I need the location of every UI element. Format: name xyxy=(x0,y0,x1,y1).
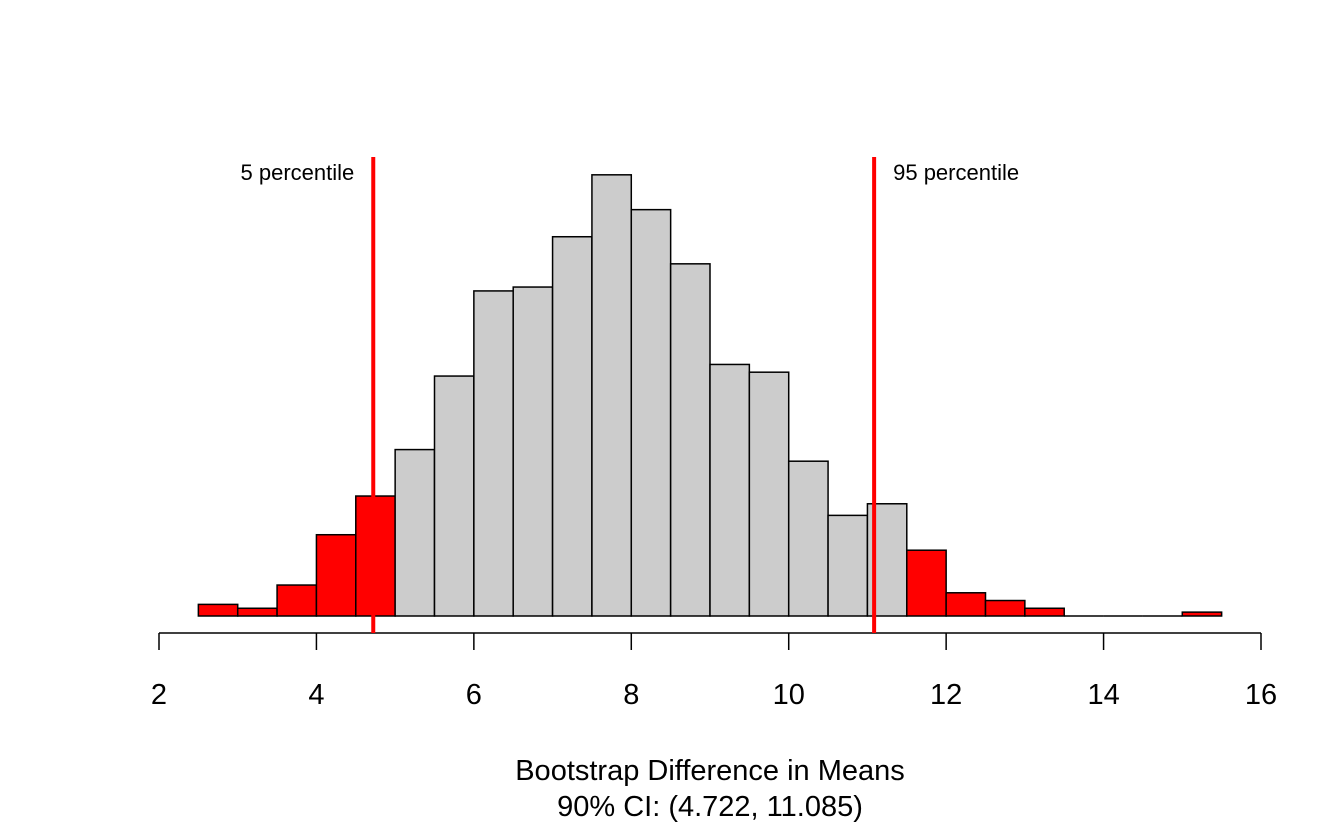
reference-lines: 5 percentile 95 percentile xyxy=(241,157,1019,633)
histogram-bar xyxy=(669,263,711,617)
histogram-bar xyxy=(591,174,633,617)
histogram-bar xyxy=(473,290,514,617)
histogram-bar xyxy=(394,448,436,617)
histogram-bar xyxy=(197,603,239,617)
histogram-bar xyxy=(906,549,947,617)
percentile-label: 5 percentile xyxy=(241,160,355,185)
histogram-bar xyxy=(709,363,751,617)
histogram-bar xyxy=(630,208,672,617)
histogram-bar xyxy=(276,584,318,617)
histogram-bar xyxy=(1181,611,1223,617)
x-axis-label: Bootstrap Difference in Means xyxy=(515,755,905,787)
x-axis: 2 4 6 8 10 12 14 16 xyxy=(151,632,1277,711)
x-tick-label: 4 xyxy=(308,679,324,711)
x-tick-label: 10 xyxy=(773,679,805,711)
histogram-bar xyxy=(315,533,357,617)
histogram-bar xyxy=(355,495,396,617)
bars xyxy=(197,174,1223,617)
histogram-bar xyxy=(984,599,1026,617)
histogram-bar xyxy=(433,375,475,617)
histogram-bar xyxy=(551,235,593,617)
histogram-bar xyxy=(748,371,790,617)
histogram-bar xyxy=(827,514,869,617)
histogram-bar xyxy=(236,607,278,617)
x-tick-label: 16 xyxy=(1245,679,1277,711)
x-tick-label: 8 xyxy=(623,679,639,711)
histogram-bar xyxy=(945,592,987,617)
x-tick-label: 12 xyxy=(930,679,962,711)
x-tick-label: 14 xyxy=(1087,679,1119,711)
x-tick-label: 2 xyxy=(151,679,167,711)
x-tick-label: 6 xyxy=(466,679,482,711)
percentile-label: 95 percentile xyxy=(893,160,1019,185)
histogram-bar xyxy=(512,286,554,617)
histogram-bar xyxy=(1024,607,1065,617)
histogram-bar xyxy=(787,460,829,617)
ci-subtitle: 90% CI: (4.722, 11.085) xyxy=(557,791,863,823)
